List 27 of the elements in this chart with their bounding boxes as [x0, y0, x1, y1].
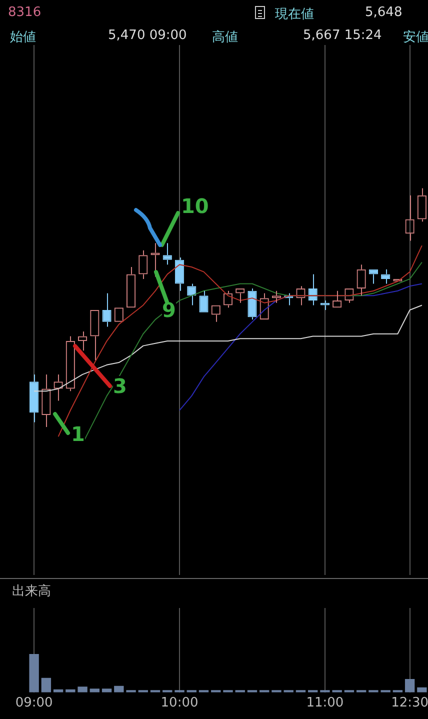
text: 5,667 15:24	[303, 28, 382, 43]
candlestick	[174, 256, 184, 292]
text: 始値	[10, 29, 36, 46]
text: 5,470 09:00	[108, 28, 187, 43]
candlestick	[248, 288, 257, 320]
bar	[41, 678, 52, 692]
bar	[417, 687, 427, 692]
candlestick	[381, 268, 390, 284]
annotation: 1	[71, 422, 85, 446]
x-tick-label: 10:00	[160, 696, 198, 711]
text: 高値	[212, 29, 238, 46]
bar	[78, 686, 88, 692]
annotation: 10	[181, 194, 209, 218]
text: 5,648	[365, 5, 402, 20]
bar	[29, 654, 39, 692]
chart-title: 8316	[8, 5, 42, 20]
candlestick	[162, 242, 172, 266]
candlestick	[199, 290, 208, 312]
x-tick-label: 11:00	[306, 696, 344, 711]
bar	[114, 686, 124, 692]
annotation: 3	[113, 374, 127, 398]
x-tick-label: 09:00	[15, 696, 53, 711]
candlestick	[30, 374, 39, 423]
bar	[404, 678, 415, 692]
text: 現在値	[275, 6, 314, 23]
x-tick-label: 12:30	[391, 696, 428, 711]
chart-title: 出来高	[12, 583, 51, 600]
